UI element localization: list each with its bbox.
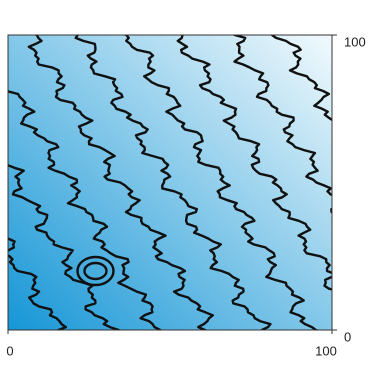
contour-line <box>232 35 332 214</box>
contour-line <box>8 237 67 330</box>
contour-line <box>270 35 332 122</box>
contour-line <box>8 67 162 330</box>
contour-line <box>27 35 214 330</box>
y-tick-label: 100 <box>344 34 366 49</box>
x-tick-label: 0 <box>6 343 13 358</box>
contour-loop <box>83 261 108 281</box>
x-tick-label: 100 <box>315 343 337 358</box>
plot-background <box>8 35 332 330</box>
contour-line <box>122 35 320 330</box>
contour-line <box>176 35 332 291</box>
contours <box>8 35 332 330</box>
contour-line <box>74 35 272 330</box>
plot-frame <box>7 34 333 331</box>
contour-loop <box>76 255 115 287</box>
y-tick-label: 0 <box>344 329 351 344</box>
